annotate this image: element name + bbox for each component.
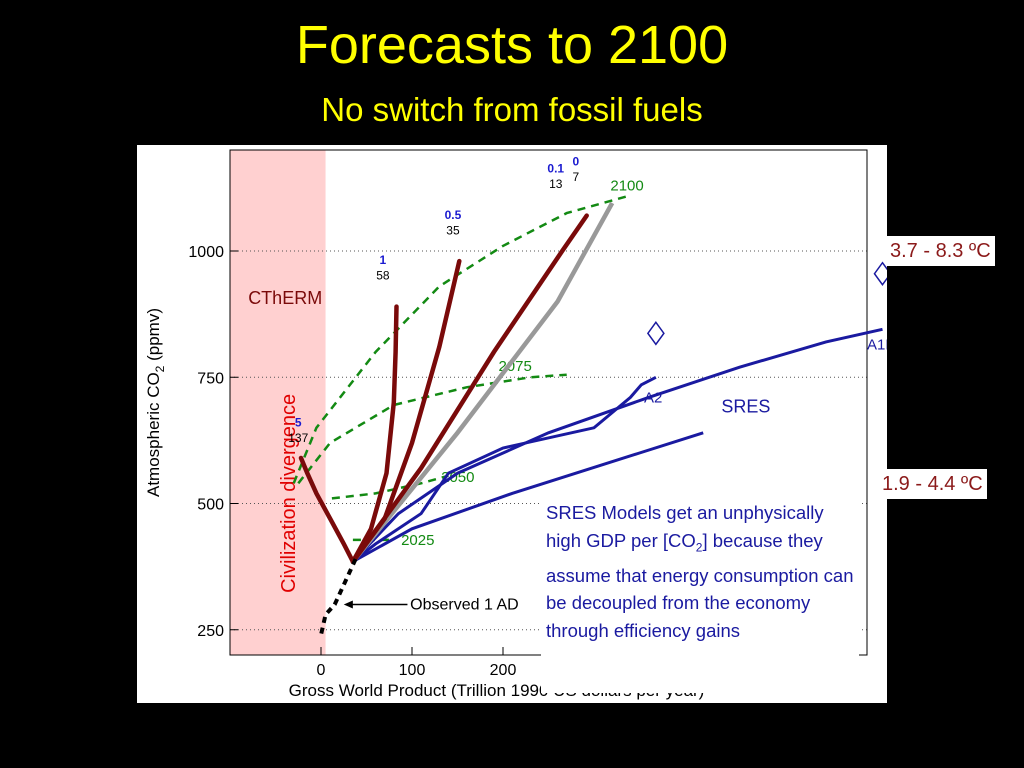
temperature-range-low: 1.9 - 4.4 ºC xyxy=(878,469,987,499)
x-tick-label-0: 0 xyxy=(317,662,326,679)
slide-title: Forecasts to 2100 xyxy=(295,15,729,75)
shaded-region xyxy=(230,150,326,655)
sres-series-A1F1-line xyxy=(351,327,883,563)
ctherm-label: CThERM xyxy=(248,288,322,308)
marker-a2 xyxy=(646,321,665,346)
observed-line xyxy=(319,558,358,636)
sres-label-a2: A2 xyxy=(644,390,662,407)
series-bottom-label-1: 137 xyxy=(288,431,308,445)
temperature-range-high: 3.7 - 8.3 ºC xyxy=(886,236,995,266)
y-tick-label-250: 250 xyxy=(197,623,224,640)
y-axis-label: Atmospheric CO2 (ppmv) xyxy=(144,308,167,497)
marker-a1f1 xyxy=(873,261,892,287)
series-bottom-label-3: 35 xyxy=(446,223,460,237)
observed-label: Observed 1 AD xyxy=(410,597,519,614)
series-top-label-5: 0 xyxy=(572,155,579,169)
sres-label-a1f1: A1F1 xyxy=(867,336,887,353)
note-text-after: ] because they assume that energy consum… xyxy=(546,529,854,641)
series-bottom-label-2: 58 xyxy=(376,268,390,282)
x-tick-label-200: 200 xyxy=(490,662,517,679)
civilization-divergence-label: Civilization divergence xyxy=(278,394,300,593)
series-top-label-1: 5 xyxy=(295,416,302,430)
sres-series-A2-line xyxy=(351,375,657,563)
y-tick-label-1000: 1000 xyxy=(188,244,224,261)
isochrone-2050 xyxy=(331,474,449,500)
x-tick-label-100: 100 xyxy=(399,662,426,679)
y-tick-label-500: 500 xyxy=(197,497,224,514)
gray-series-line xyxy=(351,201,615,564)
chart-panel: 250 500 750 1000 0 100 200 Gross World Product … xyxy=(137,145,903,703)
series-bottom-label-5: 7 xyxy=(572,170,579,184)
ctherm-series-1-line xyxy=(298,455,356,564)
observed-arrowhead xyxy=(343,600,353,609)
y-tick-label-750: 750 xyxy=(197,370,224,387)
series-top-label-3: 0.5 xyxy=(445,208,462,222)
series-bottom-label-4: 13 xyxy=(549,177,563,191)
ctherm-series-2-line xyxy=(350,304,399,564)
isochrone-label-2025: 2025 xyxy=(401,532,434,549)
slide-subtitle: No switch from fossil fuels xyxy=(321,91,703,128)
series-top-label-4: 0.1 xyxy=(547,162,564,176)
note-subscript: 2 xyxy=(695,540,703,555)
sres-label: SRES xyxy=(721,397,770,417)
ctherm-series-4-line xyxy=(350,213,589,564)
isochrone-2075 xyxy=(297,373,567,485)
series-top-label-2: 1 xyxy=(380,253,387,267)
note-text-before: SRES Models get an unphysically high GDP… xyxy=(546,502,824,551)
sres-note: SRES Models get an unphysically high GDP… xyxy=(541,497,859,693)
isochrone-label-2100: 2100 xyxy=(610,177,643,194)
sres-series-b-line xyxy=(352,431,704,563)
isochrone-2100 xyxy=(292,194,631,484)
